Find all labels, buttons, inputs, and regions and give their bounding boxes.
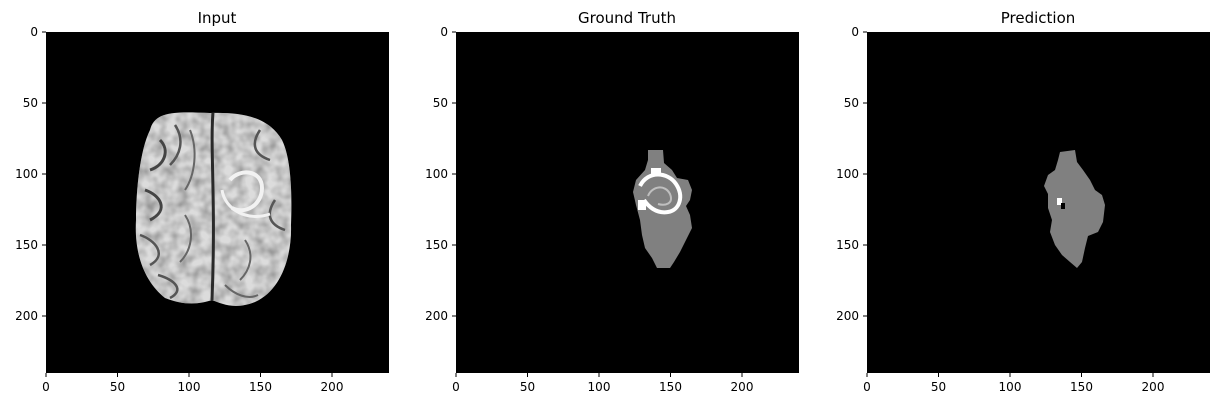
x-tick-label: 150 (659, 380, 682, 394)
x-tick-label: 100 (999, 380, 1022, 394)
tumor-core-block (1057, 198, 1062, 205)
y-axis: 0 50 100 150 200 (15, 25, 46, 323)
brain-folds (139, 112, 286, 301)
y-tick-label: 50 (433, 96, 448, 110)
y-tick-label: 100 (425, 167, 448, 181)
prediction-mask (1044, 150, 1105, 268)
y-tick-label: 0 (440, 25, 448, 39)
x-tick-label: 200 (1142, 380, 1165, 394)
x-tick-label: 50 (520, 380, 535, 394)
brain-mri-image (135, 112, 292, 306)
x-tick-label: 0 (452, 380, 460, 394)
y-tick-label: 200 (15, 309, 38, 323)
image-area (867, 32, 1210, 373)
x-tick-label: 200 (731, 380, 754, 394)
tumor-core-block (638, 200, 646, 210)
x-tick-label: 150 (249, 380, 272, 394)
x-tick-label: 200 (321, 380, 344, 394)
image-area (456, 32, 799, 373)
y-tick-label: 0 (30, 25, 38, 39)
y-tick-label: 100 (836, 167, 859, 181)
y-axis: 0 50 100 150 200 (836, 25, 867, 323)
x-axis: 0 50 100 150 200 (42, 373, 343, 394)
y-tick-label: 200 (425, 309, 448, 323)
y-tick-label: 50 (23, 96, 38, 110)
panel-prediction: Prediction 0 50 100 150 200 0 50 (836, 9, 1210, 394)
panel-input: Input (15, 9, 389, 394)
tumor-core-block (1061, 203, 1065, 209)
panel-title: Prediction (1001, 9, 1076, 27)
ground-truth-mask (633, 150, 692, 268)
y-tick-label: 150 (15, 238, 38, 252)
x-tick-label: 0 (863, 380, 871, 394)
x-tick-label: 100 (178, 380, 201, 394)
x-axis: 0 50 100 150 200 (863, 373, 1164, 394)
y-tick-label: 100 (15, 167, 38, 181)
tumor-core-ring (647, 186, 672, 206)
y-tick-label: 0 (851, 25, 859, 39)
y-tick-label: 50 (844, 96, 859, 110)
tumor-core-block (651, 168, 661, 176)
x-tick-label: 100 (588, 380, 611, 394)
x-tick-label: 150 (1070, 380, 1093, 394)
y-tick-label: 200 (836, 309, 859, 323)
panel-title: Ground Truth (578, 9, 676, 27)
x-axis: 0 50 100 150 200 (452, 373, 753, 394)
x-tick-label: 50 (931, 380, 946, 394)
panel-title: Input (198, 9, 237, 27)
tumor-region (1044, 150, 1105, 268)
y-tick-label: 150 (425, 238, 448, 252)
y-axis: 0 50 100 150 200 (425, 25, 456, 323)
x-tick-label: 50 (110, 380, 125, 394)
panel-ground-truth: Ground Truth 0 50 100 150 200 (425, 9, 799, 394)
x-tick-label: 0 (42, 380, 50, 394)
y-tick-label: 150 (836, 238, 859, 252)
